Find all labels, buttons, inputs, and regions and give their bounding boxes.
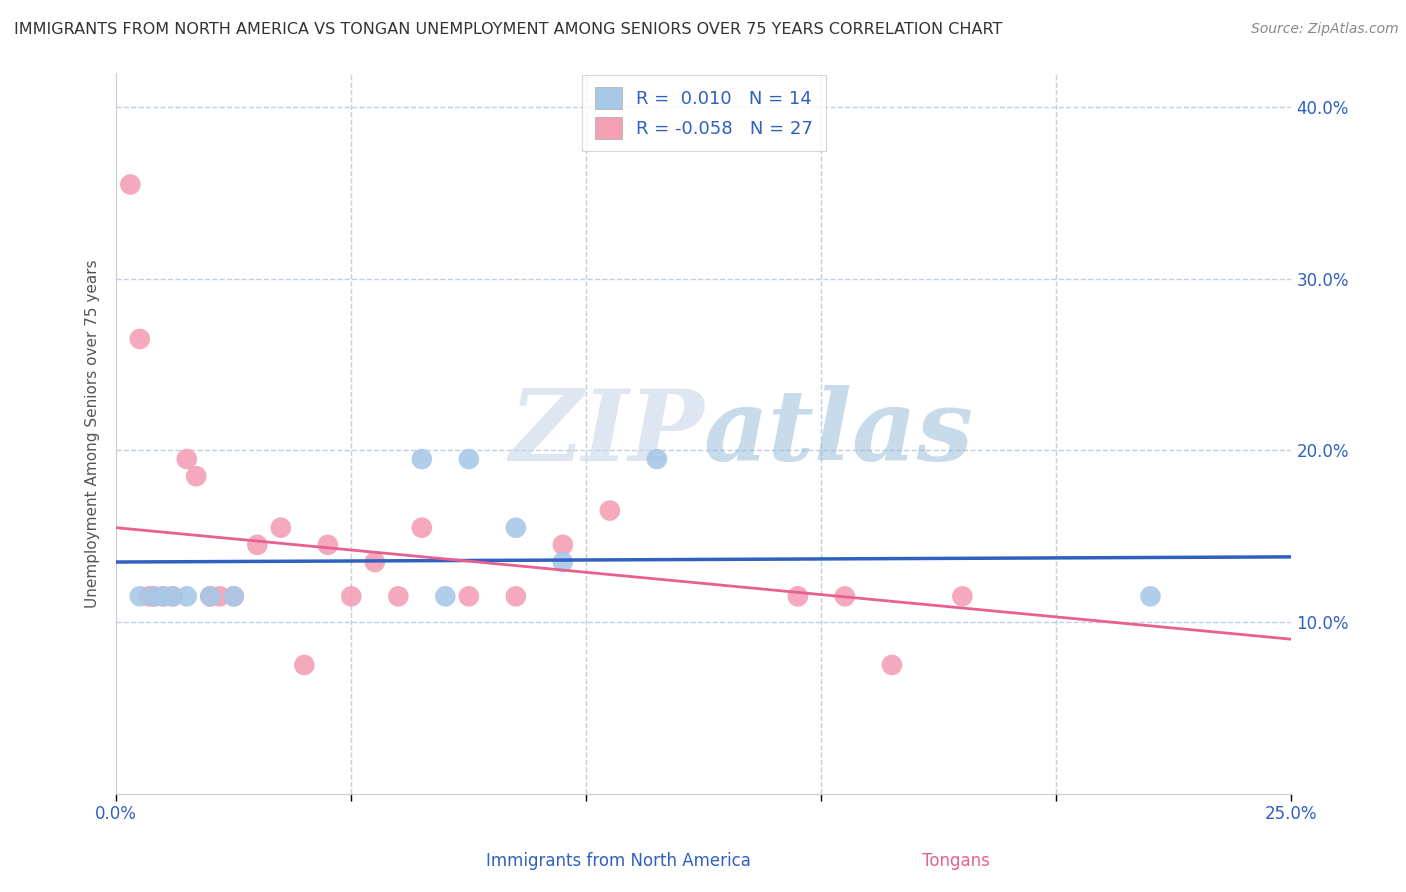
Point: [880, 657, 903, 672]
Point: [152, 590, 174, 604]
Point: [1139, 590, 1161, 604]
Point: [387, 590, 409, 604]
Point: [505, 521, 527, 535]
Point: [270, 521, 292, 535]
Point: [411, 452, 433, 467]
Text: ZIP: ZIP: [509, 385, 704, 482]
Point: [457, 452, 479, 467]
Point: [316, 538, 339, 552]
Point: [138, 590, 160, 604]
Legend: R =  0.010   N = 14, R = -0.058   N = 27: R = 0.010 N = 14, R = -0.058 N = 27: [582, 75, 825, 152]
Point: [152, 590, 174, 604]
Point: [142, 590, 165, 604]
Point: [200, 590, 222, 604]
Point: [551, 555, 574, 569]
Point: [128, 332, 150, 346]
Point: [162, 590, 184, 604]
Point: [364, 555, 387, 569]
Text: Tongans: Tongans: [922, 852, 990, 870]
Point: [176, 590, 198, 604]
Point: [246, 538, 269, 552]
Point: [222, 590, 245, 604]
Point: [142, 590, 165, 604]
Y-axis label: Unemployment Among Seniors over 75 years: Unemployment Among Seniors over 75 years: [86, 259, 100, 607]
Point: [434, 590, 457, 604]
Point: [834, 590, 856, 604]
Point: [222, 590, 245, 604]
Point: [340, 590, 363, 604]
Point: [208, 590, 231, 604]
Text: IMMIGRANTS FROM NORTH AMERICA VS TONGAN UNEMPLOYMENT AMONG SENIORS OVER 75 YEARS: IMMIGRANTS FROM NORTH AMERICA VS TONGAN …: [14, 22, 1002, 37]
Point: [551, 538, 574, 552]
Point: [162, 590, 184, 604]
Text: atlas: atlas: [704, 385, 974, 482]
Point: [411, 521, 433, 535]
Point: [950, 590, 973, 604]
Point: [120, 178, 142, 192]
Point: [292, 657, 315, 672]
Point: [599, 503, 621, 517]
Point: [128, 590, 150, 604]
Point: [786, 590, 808, 604]
Point: [645, 452, 668, 467]
Text: Source: ZipAtlas.com: Source: ZipAtlas.com: [1251, 22, 1399, 37]
Point: [186, 469, 208, 483]
Point: [200, 590, 222, 604]
Point: [176, 452, 198, 467]
Point: [457, 590, 479, 604]
Point: [505, 590, 527, 604]
Text: Immigrants from North America: Immigrants from North America: [486, 852, 751, 870]
